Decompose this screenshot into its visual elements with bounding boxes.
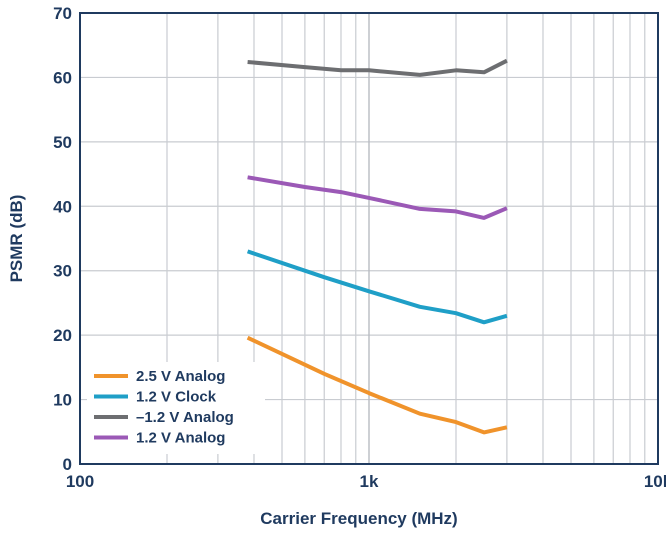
series-line — [247, 58, 508, 77]
y-tick-label: 30 — [53, 262, 72, 281]
legend-label: –1.2 V Analog — [136, 409, 234, 426]
legend-label: 1.2 V Analog — [136, 430, 225, 447]
x-tick-label: 1k — [360, 472, 379, 491]
x-tick-label: 10k — [644, 472, 666, 491]
y-axis-label: PSMR (dB) — [7, 195, 26, 283]
x-tick-labels: 100 1k 10k — [66, 472, 666, 491]
x-tick-label: 100 — [66, 472, 94, 491]
legend: 2.5 V Analog 1.2 V Clock –1.2 V Analog 1.2 … — [87, 362, 265, 454]
y-tick-label: 70 — [53, 4, 72, 23]
grid-minor — [166, 13, 646, 464]
x-axis-label: Carrier Frequency (MHz) — [260, 509, 457, 528]
y-tick-label: 0 — [63, 455, 72, 474]
series-line — [246, 249, 508, 325]
y-tick-label: 60 — [53, 68, 72, 87]
y-tick-label: 50 — [53, 133, 72, 152]
legend-label: 2.5 V Analog — [136, 368, 225, 385]
y-tick-labels: 0 10 20 30 40 50 60 70 — [53, 4, 72, 474]
legend-label: 1.2 V Clock — [136, 389, 217, 406]
series-layer — [246, 58, 508, 435]
series-line — [246, 335, 508, 435]
y-tick-label: 20 — [53, 326, 72, 345]
plot-frame — [79, 12, 659, 465]
y-tick-label: 40 — [53, 197, 72, 216]
series-line — [247, 175, 508, 220]
y-tick-label: 10 — [53, 391, 72, 410]
